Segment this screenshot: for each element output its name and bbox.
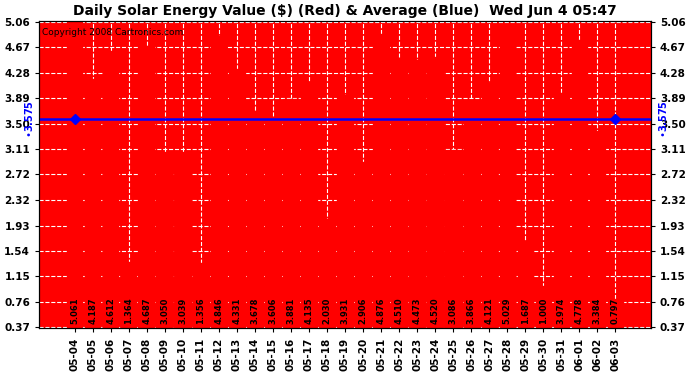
Bar xyxy=(482,83,497,327)
Bar xyxy=(428,57,443,327)
Text: 4.520: 4.520 xyxy=(431,297,440,324)
Bar xyxy=(608,299,623,327)
Bar xyxy=(446,150,461,327)
Text: $\bullet$3.575: $\bullet$3.575 xyxy=(657,100,669,138)
Bar xyxy=(121,262,137,327)
Text: 3.866: 3.866 xyxy=(466,297,475,324)
Text: 1.356: 1.356 xyxy=(197,297,206,324)
Text: 3.039: 3.039 xyxy=(178,298,187,324)
Bar xyxy=(337,96,353,327)
Bar xyxy=(373,34,388,327)
Bar xyxy=(139,46,155,327)
Bar xyxy=(553,93,569,327)
Text: 4.876: 4.876 xyxy=(377,297,386,324)
Bar xyxy=(355,162,371,327)
Bar xyxy=(193,263,208,327)
Text: 3.974: 3.974 xyxy=(557,297,566,324)
Text: Copyright 2008 Cartronics.com: Copyright 2008 Cartronics.com xyxy=(42,28,184,38)
Bar xyxy=(391,58,406,327)
Text: 4.510: 4.510 xyxy=(395,297,404,324)
Bar xyxy=(67,22,82,327)
Text: 3.606: 3.606 xyxy=(268,297,277,324)
Text: 4.187: 4.187 xyxy=(88,297,97,324)
Text: 1.364: 1.364 xyxy=(124,297,133,324)
Bar xyxy=(518,242,533,327)
Bar xyxy=(103,51,119,327)
Bar xyxy=(464,100,479,327)
Text: 2.906: 2.906 xyxy=(359,297,368,324)
Text: 4.846: 4.846 xyxy=(215,297,224,324)
Bar xyxy=(211,36,226,327)
Text: 3.050: 3.050 xyxy=(160,297,169,324)
Text: 4.778: 4.778 xyxy=(575,297,584,324)
Bar xyxy=(175,153,190,327)
Text: 3.931: 3.931 xyxy=(340,297,350,324)
Text: 4.687: 4.687 xyxy=(142,297,151,324)
Bar xyxy=(157,153,172,327)
Bar xyxy=(409,60,425,327)
Text: 4.121: 4.121 xyxy=(484,297,493,324)
Bar xyxy=(85,79,100,327)
Bar xyxy=(284,99,299,327)
Text: 5.061: 5.061 xyxy=(70,297,79,324)
Text: 2.030: 2.030 xyxy=(322,297,331,324)
Bar xyxy=(247,112,262,327)
Bar xyxy=(500,24,515,327)
Bar xyxy=(229,69,244,327)
Text: 3.384: 3.384 xyxy=(593,297,602,324)
Text: 5.029: 5.029 xyxy=(503,297,512,324)
Bar xyxy=(535,286,551,327)
Bar xyxy=(319,219,335,327)
Text: 3.881: 3.881 xyxy=(286,297,295,324)
Text: 4.612: 4.612 xyxy=(106,297,115,324)
Text: 3.678: 3.678 xyxy=(250,297,259,324)
Text: 1.000: 1.000 xyxy=(539,297,548,324)
Text: $\bullet$3.575: $\bullet$3.575 xyxy=(23,100,35,138)
Text: 4.331: 4.331 xyxy=(233,297,241,324)
Text: 4.135: 4.135 xyxy=(304,297,313,324)
Text: 4.473: 4.473 xyxy=(413,297,422,324)
Text: 3.086: 3.086 xyxy=(448,297,457,324)
Title: Daily Solar Energy Value ($) (Red) & Average (Blue)  Wed Jun 4 05:47: Daily Solar Energy Value ($) (Red) & Ave… xyxy=(73,4,617,18)
Bar xyxy=(265,117,281,327)
Bar xyxy=(571,40,587,327)
Text: 1.687: 1.687 xyxy=(521,297,530,324)
Bar xyxy=(590,131,605,327)
Bar xyxy=(302,82,317,327)
Text: 0.797: 0.797 xyxy=(611,298,620,324)
